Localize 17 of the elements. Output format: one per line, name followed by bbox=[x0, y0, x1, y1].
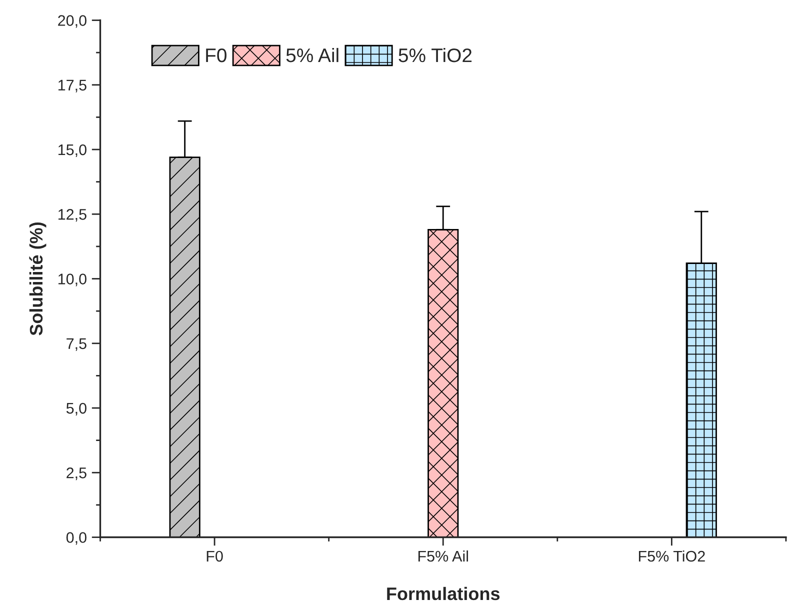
y-tick-label: 15,0 bbox=[58, 144, 86, 157]
y-axis-title: Solubilité (%) bbox=[29, 222, 46, 336]
y-tick-label: 7,5 bbox=[66, 338, 86, 351]
y-tick-label: 2,5 bbox=[66, 467, 86, 480]
y-tick-label: 10,0 bbox=[58, 274, 86, 286]
x-tick-label: F5% TiO2 bbox=[638, 550, 705, 562]
y-tick-label: 12,5 bbox=[58, 209, 86, 222]
x-tick-label: F5% Ail bbox=[418, 550, 468, 562]
y-tick-label: 5,0 bbox=[66, 402, 86, 416]
legend-label: F0 bbox=[206, 48, 226, 62]
x-axis-title: Formulations bbox=[387, 586, 500, 600]
y-tick-label: 0,0 bbox=[66, 532, 86, 545]
legend-label: 5% TiO2 bbox=[398, 48, 472, 62]
legend-label: 5% Ail bbox=[286, 48, 338, 62]
x-tick-label: F0 bbox=[206, 550, 223, 562]
y-tick-label: 17,5 bbox=[58, 80, 86, 92]
y-tick-label: 20,0 bbox=[58, 15, 86, 28]
